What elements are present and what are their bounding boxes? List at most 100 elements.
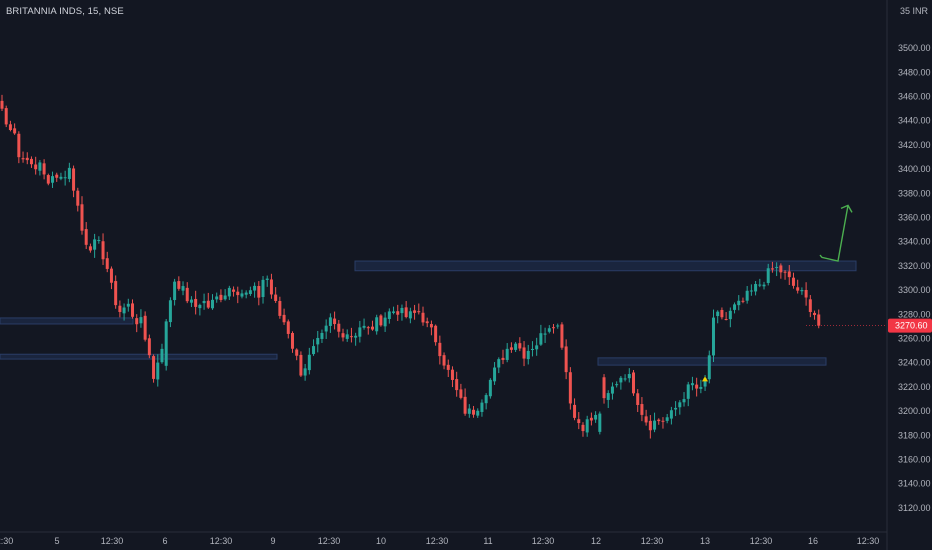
candle-body [84,229,88,245]
candle-body [51,176,55,183]
candle-body [194,298,198,307]
candle-body [690,383,694,386]
symbol-name[interactable]: BRITANNIA INDS [6,6,83,17]
candle-body [114,281,118,306]
candle-body [665,417,669,421]
candle-body [156,362,160,380]
candle-body [585,419,589,433]
candle-body [8,124,12,131]
candle-body [80,204,84,231]
price-zone[interactable] [597,357,827,366]
price-tick-label: 3320.00 [898,261,931,271]
candle-body [526,350,530,360]
candle-body [556,325,560,327]
support-resistance-zones [0,260,857,366]
candle-body [17,133,21,158]
candle-body [509,347,513,350]
last-price-badge [888,318,932,333]
candle-body [101,241,105,260]
price-tick-label: 3200.00 [898,406,931,416]
price-axis-partial-label: 35 [899,6,910,16]
candle-body [754,284,758,292]
candle-body [720,309,724,318]
price-tick-label: 3140.00 [898,479,931,489]
candle-body [442,355,446,366]
time-tick-label: 13 [700,536,710,546]
candle-body [383,317,387,327]
candle-body [400,307,404,314]
currency-label[interactable]: 35 INR [900,6,928,16]
time-tick-label: 12:30 [210,536,233,546]
candle-body [421,312,425,323]
candle-body [168,300,172,323]
time-tick-label: 9 [270,536,275,546]
candle-body [522,347,526,359]
candle-body [779,265,783,273]
candle-body [4,108,8,125]
price-axis[interactable]: 3120.00 3140.00 3160.00 3180.00 3200.00 3220.… [898,43,931,513]
currency-code: INR [912,6,929,16]
time-tick-label: 12:30 [641,536,664,546]
price-tick-label: 3280.00 [898,309,931,319]
candle-body [552,327,556,329]
candle-body [227,287,231,297]
candle-body [467,408,471,414]
candle-body [581,424,585,432]
price-zone[interactable] [354,260,857,272]
candle-body [530,348,534,350]
candle-body [404,307,408,318]
candle-body [160,348,164,363]
price-zone[interactable] [0,317,134,325]
candle-body [295,349,299,356]
candle-body [459,389,463,398]
candle-body [535,345,539,350]
candle-body [362,325,366,328]
candle-body [661,420,665,422]
candle-body [791,277,795,286]
candle-body [657,419,661,422]
candle-body [181,286,185,291]
candle-body [286,321,290,334]
candle-body [674,407,678,410]
candle-body [0,100,4,109]
candle-body [728,310,732,320]
candle-body [72,168,76,191]
candle-body [518,343,522,349]
time-tick-label: 12:30 [0,536,13,546]
candle-body [219,294,223,300]
candle-body [711,317,715,356]
candle-body [775,266,779,268]
candle-body [202,301,206,304]
candle-body [749,290,753,292]
candle-body [392,311,396,313]
candle-body [568,372,572,404]
price-zone[interactable] [0,353,278,360]
candle-body [472,409,476,415]
candle-body [236,291,240,296]
price-tick-label: 3500.00 [898,43,931,53]
candle-body [450,369,454,380]
price-tick-label: 3120.00 [898,503,931,513]
candle-body [299,354,303,376]
candlesticks [0,94,821,439]
header-separator: , [82,6,88,17]
candle-body [577,419,581,424]
interval-label[interactable]: 15 [87,6,99,17]
time-axis[interactable]: 12:30 5 12:30 6 12:30 9 12:30 10 12:30 11 12:30 12 1… [0,536,879,546]
candle-body [67,167,71,179]
price-tick-label: 3240.00 [898,358,931,368]
candle-body [55,174,59,178]
candle-body [560,324,564,348]
candle-body [42,163,46,175]
candle-body [345,334,349,339]
candle-body [223,295,227,300]
candle-body [653,420,657,430]
trend-arrow[interactable] [819,205,849,262]
candle-body [707,355,711,380]
candle-body [370,326,374,330]
price-tick-label: 3340.00 [898,237,931,247]
candle-body [800,290,804,292]
candle-body [594,414,598,420]
candle-body [455,379,459,391]
